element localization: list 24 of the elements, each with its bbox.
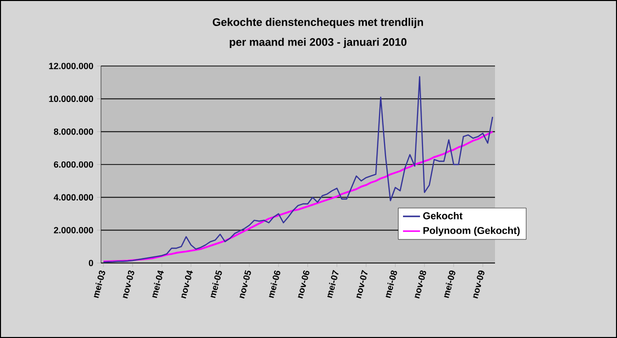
- x-tick-label: mei-07: [327, 270, 338, 298]
- x-tick-label: nov-08: [414, 270, 426, 299]
- y-tick-label: 10.000.000: [49, 96, 94, 102]
- x-tick-label: nov-03: [122, 270, 134, 299]
- x-tick-label: mei-06: [268, 270, 280, 298]
- legend-label: Polynoom (Gekocht): [423, 226, 520, 236]
- y-tick-label: 12.000.000: [49, 62, 94, 70]
- x-tick-label: mei-05: [210, 270, 222, 298]
- x-tick-label: mei-04: [152, 270, 164, 298]
- x-tick-label: mei-09: [444, 270, 456, 298]
- legend-label: Gekocht: [423, 212, 462, 220]
- x-tick-label: mei-03: [94, 270, 106, 298]
- y-tick-label: 2.000.000: [54, 226, 94, 234]
- x-tick-label: nov-09: [473, 270, 484, 299]
- x-tick-label: nov-04: [181, 270, 193, 299]
- chart-title: Gekochte dienstencheques met trendlijn per maand mei 2003 - januari 2010: [212, 18, 423, 48]
- y-tick-label: 0: [88, 260, 94, 266]
- y-tick-label: 4.000.000: [54, 194, 94, 201]
- x-tick-label: mei-08: [386, 270, 398, 298]
- y-tick-label: 6.000.000: [54, 161, 94, 168]
- y-tick-label: 8.000.000: [54, 128, 94, 135]
- x-tick-label: nov-06: [298, 270, 310, 299]
- x-tick-label: nov-05: [240, 270, 251, 299]
- x-tick-label: nov-07: [356, 270, 368, 299]
